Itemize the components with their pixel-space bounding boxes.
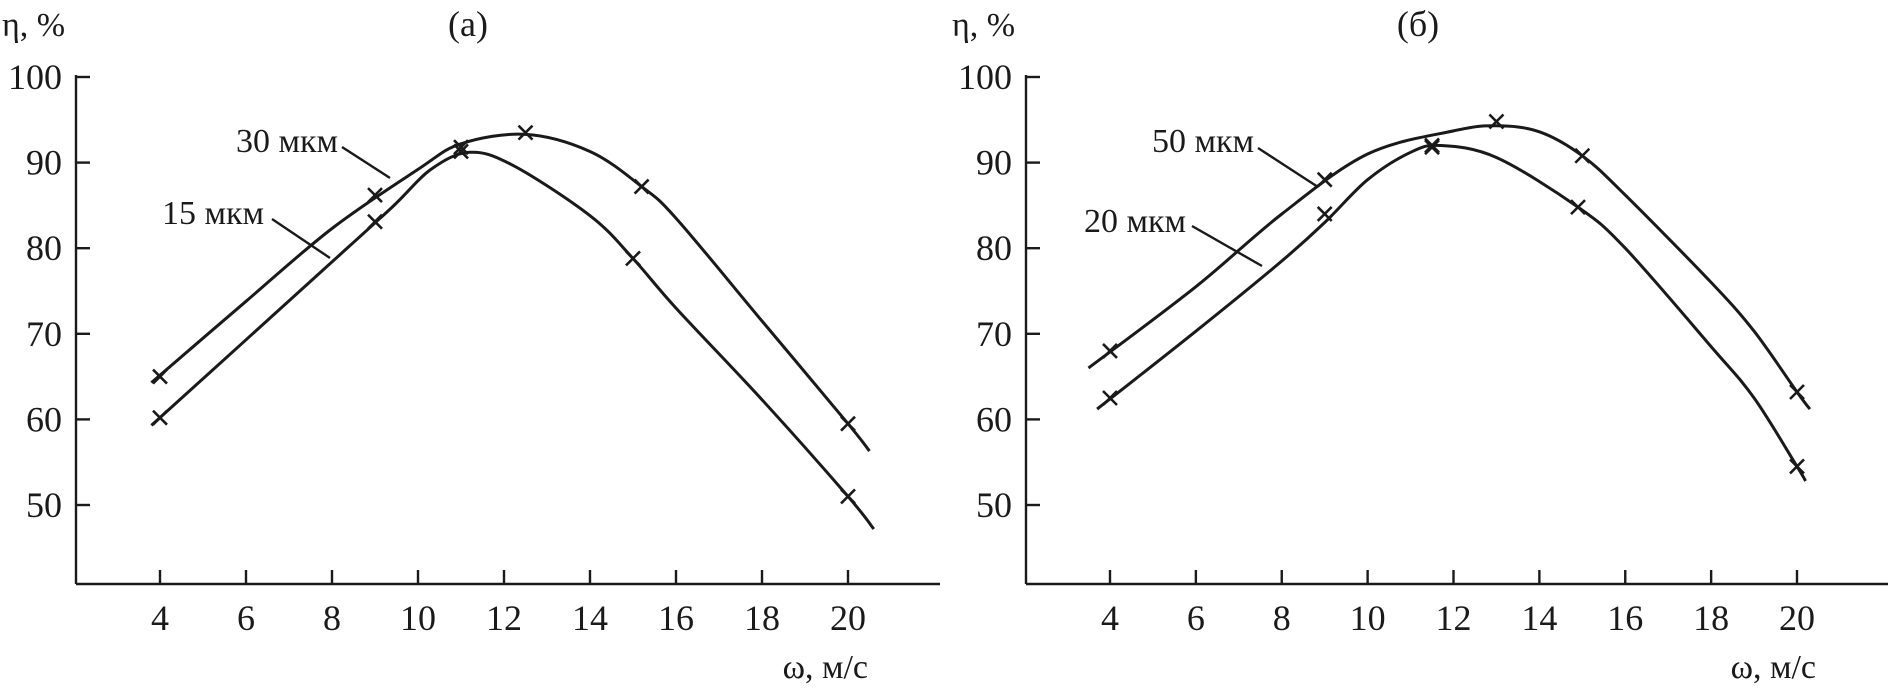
data-point-marker [1789,384,1805,400]
x-tick-label: 12 [1436,598,1472,638]
y-tick-label: 70 [976,314,1012,354]
series-line-a-1 [150,150,875,530]
x-tick-label: 16 [1607,598,1643,638]
x-tick-label: 8 [323,598,341,638]
x-tick-label: 16 [658,598,694,638]
x-tick-label: 6 [237,598,255,638]
series-line-a-0 [150,132,871,453]
panel-title-a: (a) [448,4,488,44]
data-point-marker [1102,390,1118,406]
y-tick-label: 50 [976,485,1012,525]
data-point-marker [367,187,383,204]
x-tick-label: 10 [1350,598,1386,638]
data-point-marker [1488,113,1505,130]
label-15-mkm: 15 мкм [162,195,264,232]
curve-labels: 30 мкм 15 мкм 50 мкм 20 мкм [162,123,1319,268]
y-tick-label: 50 [26,485,62,525]
label-50-mkm-leader [1257,146,1319,189]
label-20-mkm: 20 мкм [1084,203,1186,240]
data-point-marker [840,415,856,432]
data-point-marker [1570,199,1586,216]
y-axis-title: η, % [952,7,1015,44]
data-point-marker [633,178,650,195]
x-tick-label: 10 [400,598,436,638]
x-axis-title: ω, м/с [1731,649,1816,686]
x-axis-title: ω, м/с [783,649,868,686]
x-tick-label: 18 [744,598,780,638]
data-point-marker [1424,139,1440,156]
series-line-b-0 [1087,124,1812,411]
x-tick-label: 14 [572,598,608,638]
x-tick-label: 8 [1273,598,1291,638]
y-tick-label: 80 [976,228,1012,268]
label-30-mkm-leader [341,145,391,180]
y-tick-label: 60 [976,399,1012,439]
data-point-marker [1789,458,1805,475]
data-point-marker [1102,343,1118,359]
data-point-marker [1316,171,1333,188]
y-axis-title: η, % [2,7,65,44]
data-point-marker [367,213,383,230]
y-tick-label: 90 [26,143,62,183]
y-tick-label: 100 [8,57,62,97]
data-point-marker [1574,147,1591,164]
y-tick-label: 100 [958,57,1012,97]
x-tick-label: 20 [1779,598,1815,638]
x-tick-label: 6 [1187,598,1205,638]
x-tick-label: 12 [486,598,522,638]
panel-b-chart: 50 60 70 80 90 100 4 6 8 10 12 14 16 18 20 η, % ω, м/с (б… [952,4,1888,686]
y-tick-label: 90 [976,143,1012,183]
panel-a-chart: 50 60 70 80 90 100 4 6 8 10 12 14 16 18 20 η, % ω, м/с (a… [2,4,940,686]
series-line-b-1 [1096,143,1807,482]
x-tick-label: 4 [151,598,169,638]
data-point-marker [517,124,534,141]
x-tick-label: 20 [830,598,866,638]
panel-title-b: (б) [1397,4,1439,44]
label-50-mkm: 50 мкм [1152,123,1254,160]
data-point-marker [840,488,856,505]
data-point-marker [152,409,168,426]
label-20-mkm-leader [1191,224,1263,268]
data-point-marker [453,143,469,160]
x-tick-label: 14 [1521,598,1557,638]
data-point-marker [1316,206,1333,222]
label-15-mkm-leader [271,218,331,259]
data-point-marker [152,368,168,385]
label-30-mkm: 30 мкм [236,123,338,160]
y-tick-label: 60 [26,399,62,439]
y-tick-label: 70 [26,314,62,354]
data-point-marker [625,250,641,267]
x-tick-label: 4 [1101,598,1119,638]
x-tick-label: 18 [1693,598,1729,638]
y-tick-label: 80 [26,228,62,268]
